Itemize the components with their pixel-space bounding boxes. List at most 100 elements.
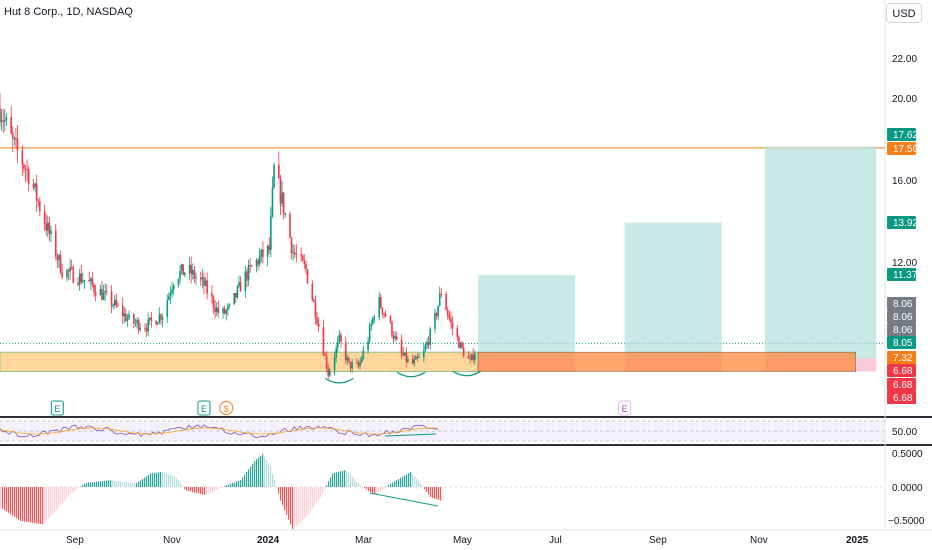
candle-body[interactable] bbox=[105, 291, 108, 293]
candle-body[interactable] bbox=[316, 317, 318, 324]
candle-body[interactable] bbox=[193, 269, 196, 279]
candle-body[interactable] bbox=[59, 254, 62, 274]
candle-body[interactable] bbox=[37, 200, 40, 202]
candle-body[interactable] bbox=[69, 267, 71, 272]
candle-body[interactable] bbox=[344, 341, 347, 361]
candle-body[interactable] bbox=[113, 299, 116, 306]
candle-body[interactable] bbox=[462, 347, 465, 356]
candle-body[interactable] bbox=[257, 260, 259, 265]
candle-body[interactable] bbox=[83, 280, 86, 282]
candle-body[interactable] bbox=[112, 305, 114, 307]
candle-body[interactable] bbox=[78, 273, 81, 285]
candle-body[interactable] bbox=[139, 328, 142, 330]
drawing-arc[interactable] bbox=[452, 370, 482, 377]
candle-body[interactable] bbox=[448, 314, 451, 319]
candle-body[interactable] bbox=[451, 322, 454, 329]
candle-body[interactable] bbox=[349, 361, 352, 369]
candle-body[interactable] bbox=[3, 120, 6, 122]
candle-body[interactable] bbox=[250, 265, 253, 267]
candle-body[interactable] bbox=[333, 357, 336, 371]
drawing-arc[interactable] bbox=[325, 377, 354, 384]
candle-body[interactable] bbox=[16, 138, 19, 151]
candle-body[interactable] bbox=[381, 307, 384, 314]
candle-body[interactable] bbox=[35, 183, 38, 201]
candle-body[interactable] bbox=[266, 245, 269, 257]
candle-body[interactable] bbox=[88, 280, 91, 282]
candle-body[interactable] bbox=[402, 353, 404, 356]
candle-body[interactable] bbox=[317, 323, 320, 327]
candle-body[interactable] bbox=[121, 305, 124, 317]
candle-body[interactable] bbox=[56, 256, 59, 260]
candle-body[interactable] bbox=[47, 222, 49, 231]
candle-body[interactable] bbox=[199, 277, 202, 280]
dividend-marker[interactable]: $ bbox=[219, 401, 234, 415]
candle-body[interactable] bbox=[150, 317, 153, 321]
candle-body[interactable] bbox=[235, 293, 237, 298]
candle-body[interactable] bbox=[423, 350, 425, 358]
projected-zone[interactable] bbox=[477, 351, 856, 372]
candle-body[interactable] bbox=[289, 213, 291, 238]
candle-body[interactable] bbox=[94, 291, 97, 296]
candle-body[interactable] bbox=[188, 264, 191, 273]
candle-body[interactable] bbox=[72, 267, 75, 283]
candle-body[interactable] bbox=[372, 317, 374, 324]
candle-body[interactable] bbox=[133, 314, 135, 324]
candle-body[interactable] bbox=[249, 264, 251, 266]
candle-body[interactable] bbox=[23, 164, 25, 169]
candle-body[interactable] bbox=[415, 356, 417, 360]
candle-body[interactable] bbox=[413, 359, 416, 364]
candle-body[interactable] bbox=[260, 249, 263, 256]
candle-body[interactable] bbox=[171, 289, 173, 294]
candle-body[interactable] bbox=[161, 317, 164, 320]
candle-body[interactable] bbox=[360, 358, 363, 362]
candle-body[interactable] bbox=[313, 299, 315, 303]
candle-body[interactable] bbox=[434, 313, 436, 329]
candle-body[interactable] bbox=[246, 271, 248, 281]
candle-body[interactable] bbox=[370, 323, 373, 327]
candle-body[interactable] bbox=[27, 169, 30, 185]
candle-body[interactable] bbox=[391, 321, 393, 336]
candle-body[interactable] bbox=[54, 230, 57, 257]
candle-body[interactable] bbox=[11, 133, 14, 139]
candle-body[interactable] bbox=[99, 289, 102, 296]
candle-body[interactable] bbox=[0, 120, 3, 123]
candle-body[interactable] bbox=[270, 215, 272, 250]
candle-body[interactable] bbox=[389, 316, 392, 322]
candle-body[interactable] bbox=[348, 357, 350, 362]
candle-body[interactable] bbox=[156, 322, 159, 325]
candle-body[interactable] bbox=[201, 277, 204, 280]
candle-body[interactable] bbox=[303, 260, 306, 265]
candle-body[interactable] bbox=[427, 342, 430, 345]
candle-body[interactable] bbox=[223, 308, 226, 314]
candle-body[interactable] bbox=[278, 164, 280, 179]
candle-body[interactable] bbox=[238, 282, 240, 287]
rsi-signal-line[interactable] bbox=[0, 427, 439, 435]
long-position-target-zone[interactable] bbox=[478, 275, 576, 359]
candle-body[interactable] bbox=[101, 289, 103, 300]
candle-body[interactable] bbox=[90, 278, 92, 282]
candle-body[interactable] bbox=[195, 277, 197, 279]
candle-body[interactable] bbox=[295, 254, 298, 256]
candle-body[interactable] bbox=[282, 192, 285, 215]
candle-body[interactable] bbox=[403, 352, 406, 356]
candle-body[interactable] bbox=[128, 314, 130, 319]
candle-body[interactable] bbox=[440, 293, 443, 295]
candle-body[interactable] bbox=[110, 291, 113, 307]
candle-body[interactable] bbox=[373, 317, 376, 319]
macd-pane[interactable] bbox=[0, 454, 885, 530]
candle-body[interactable] bbox=[45, 223, 48, 231]
candle-body[interactable] bbox=[217, 307, 220, 314]
candle-body[interactable] bbox=[346, 357, 349, 361]
candle-body[interactable] bbox=[61, 273, 63, 278]
candle-body[interactable] bbox=[384, 313, 387, 317]
candle-body[interactable] bbox=[247, 264, 250, 281]
earnings-marker[interactable]: E bbox=[618, 400, 632, 416]
candle-body[interactable] bbox=[5, 117, 8, 121]
candle-body[interactable] bbox=[329, 370, 331, 376]
candle-body[interactable] bbox=[429, 328, 432, 345]
candle-body[interactable] bbox=[228, 304, 231, 307]
candle-body[interactable] bbox=[177, 278, 180, 286]
candle-body[interactable] bbox=[91, 278, 94, 286]
candle-body[interactable] bbox=[400, 339, 403, 354]
candle-body[interactable] bbox=[472, 354, 475, 361]
